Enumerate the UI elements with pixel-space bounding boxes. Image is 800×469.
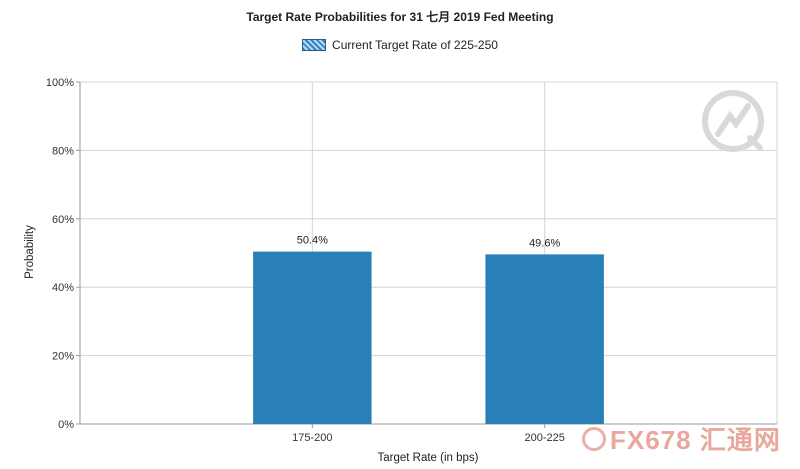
brand-circle-icon (582, 426, 606, 451)
bar-200-225 (485, 254, 604, 424)
legend: Current Target Rate of 225-250 (0, 38, 800, 52)
watermark-brand: FX678 汇通网 (582, 420, 781, 457)
bar-175-200 (253, 251, 372, 424)
data-label: 49.6% (529, 237, 560, 249)
y-tick-label: 100% (46, 77, 74, 89)
y-tick-label: 20% (52, 351, 74, 363)
y-tick-label: 40% (52, 282, 74, 294)
y-axis-title: Probability (24, 225, 36, 279)
data-label: 50.4% (297, 235, 328, 247)
x-axis-title: Target Rate (in bps) (378, 452, 479, 464)
plot-frame (79, 81, 778, 425)
chart-title: Target Rate Probabilities for 31 七月 2019… (246, 10, 554, 24)
x-tick-label: 175-200 (292, 432, 332, 444)
legend-swatch (302, 39, 327, 51)
y-tick-label: 60% (52, 214, 74, 226)
watermark-brand-text: FX678 汇通网 (610, 425, 781, 455)
y-tick-label: 80% (52, 145, 74, 157)
x-tick-label: 200-225 (524, 432, 564, 444)
watermark-logo-icon (702, 90, 764, 152)
y-tick-label: 0% (58, 419, 74, 431)
legend-label: Current Target Rate of 225-250 (332, 38, 498, 52)
